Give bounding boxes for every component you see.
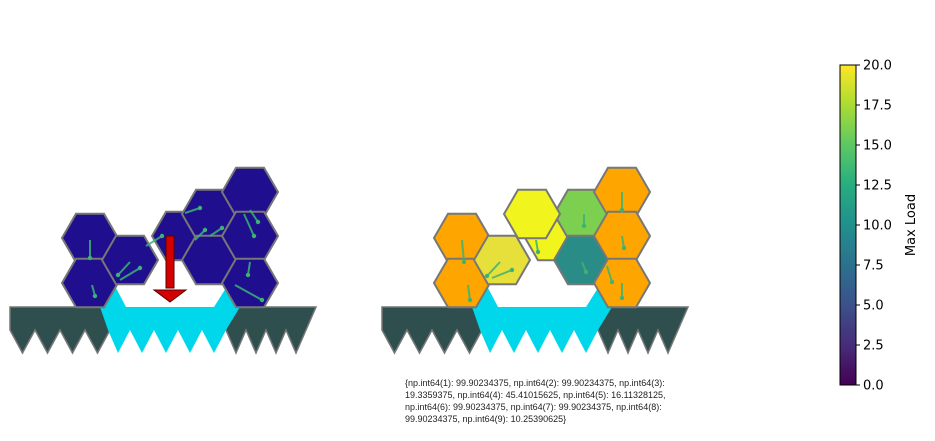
force-vector xyxy=(486,261,501,277)
force-vector-head xyxy=(609,279,615,285)
colorbar: 0.0 2.5 5.0 7.5 10.0 12.5 15.0 17.5 20.0 Max Load xyxy=(839,59,919,394)
force-vector xyxy=(234,284,263,301)
force-vector-head xyxy=(115,272,121,278)
hex-cell xyxy=(502,188,562,240)
force-vector xyxy=(243,213,255,237)
hex-cell xyxy=(100,234,160,286)
force-vector-head xyxy=(583,269,589,275)
force-vector-head xyxy=(159,233,165,239)
ground-right-block xyxy=(597,306,690,355)
force-vector-head xyxy=(87,255,93,261)
force-vector-head xyxy=(581,223,587,229)
force-vector-head xyxy=(202,227,208,233)
force-vector-head xyxy=(219,225,225,231)
force-vector-head xyxy=(509,267,515,273)
force-vector-head xyxy=(461,259,467,265)
colorbar-tick-label: 2.5 xyxy=(863,339,884,354)
right-structure xyxy=(381,166,690,355)
load-dictionary-caption: {np.int64(1): 99.90234375, np.int64(2): … xyxy=(405,378,666,424)
force-vector-head xyxy=(484,273,490,279)
colorbar-tick-label: 0.0 xyxy=(863,379,884,394)
force-vector-head xyxy=(92,293,98,299)
colorbar-tick-label: 17.5 xyxy=(863,99,892,114)
force-vector-head xyxy=(251,233,257,239)
force-vector-head xyxy=(245,272,251,278)
hex-cell xyxy=(220,257,280,309)
force-vector-head xyxy=(535,249,541,255)
force-vector-head xyxy=(137,265,143,271)
colorbar-tick-label: 12.5 xyxy=(863,179,892,194)
force-vector xyxy=(606,265,613,283)
force-vector-head xyxy=(467,297,473,303)
load-arrow-shaft xyxy=(165,235,175,289)
load-arrow-head xyxy=(152,289,188,303)
force-vector-head xyxy=(619,295,625,301)
force-vector xyxy=(461,239,465,263)
support-element xyxy=(100,288,240,353)
support-element xyxy=(472,288,612,353)
force-vector xyxy=(467,284,471,301)
left-structure xyxy=(9,166,318,355)
colorbar-axis-label: Max Load xyxy=(904,194,919,256)
force-vector xyxy=(119,267,141,281)
force-vector-head xyxy=(619,207,625,213)
ground-right-block xyxy=(225,306,318,355)
force-vector xyxy=(117,261,131,276)
force-vector-head xyxy=(621,245,627,251)
colorbar-tick-label: 5.0 xyxy=(863,299,884,314)
force-vector-head xyxy=(259,297,265,303)
force-vector-head xyxy=(197,205,203,211)
force-vector xyxy=(194,229,206,241)
force-vector xyxy=(209,227,223,237)
colorbar-tick-label: 7.5 xyxy=(863,259,884,274)
colorbar-gradient xyxy=(839,64,857,386)
colorbar-tick-label: 15.0 xyxy=(863,139,892,154)
force-vector xyxy=(184,207,201,214)
colorbar-tick-label: 20.0 xyxy=(863,59,892,74)
force-vector xyxy=(491,269,513,279)
force-vector xyxy=(249,209,259,223)
force-vector xyxy=(145,235,163,247)
force-vector-head xyxy=(255,219,261,225)
colorbar-tick-label: 10.0 xyxy=(863,219,892,234)
